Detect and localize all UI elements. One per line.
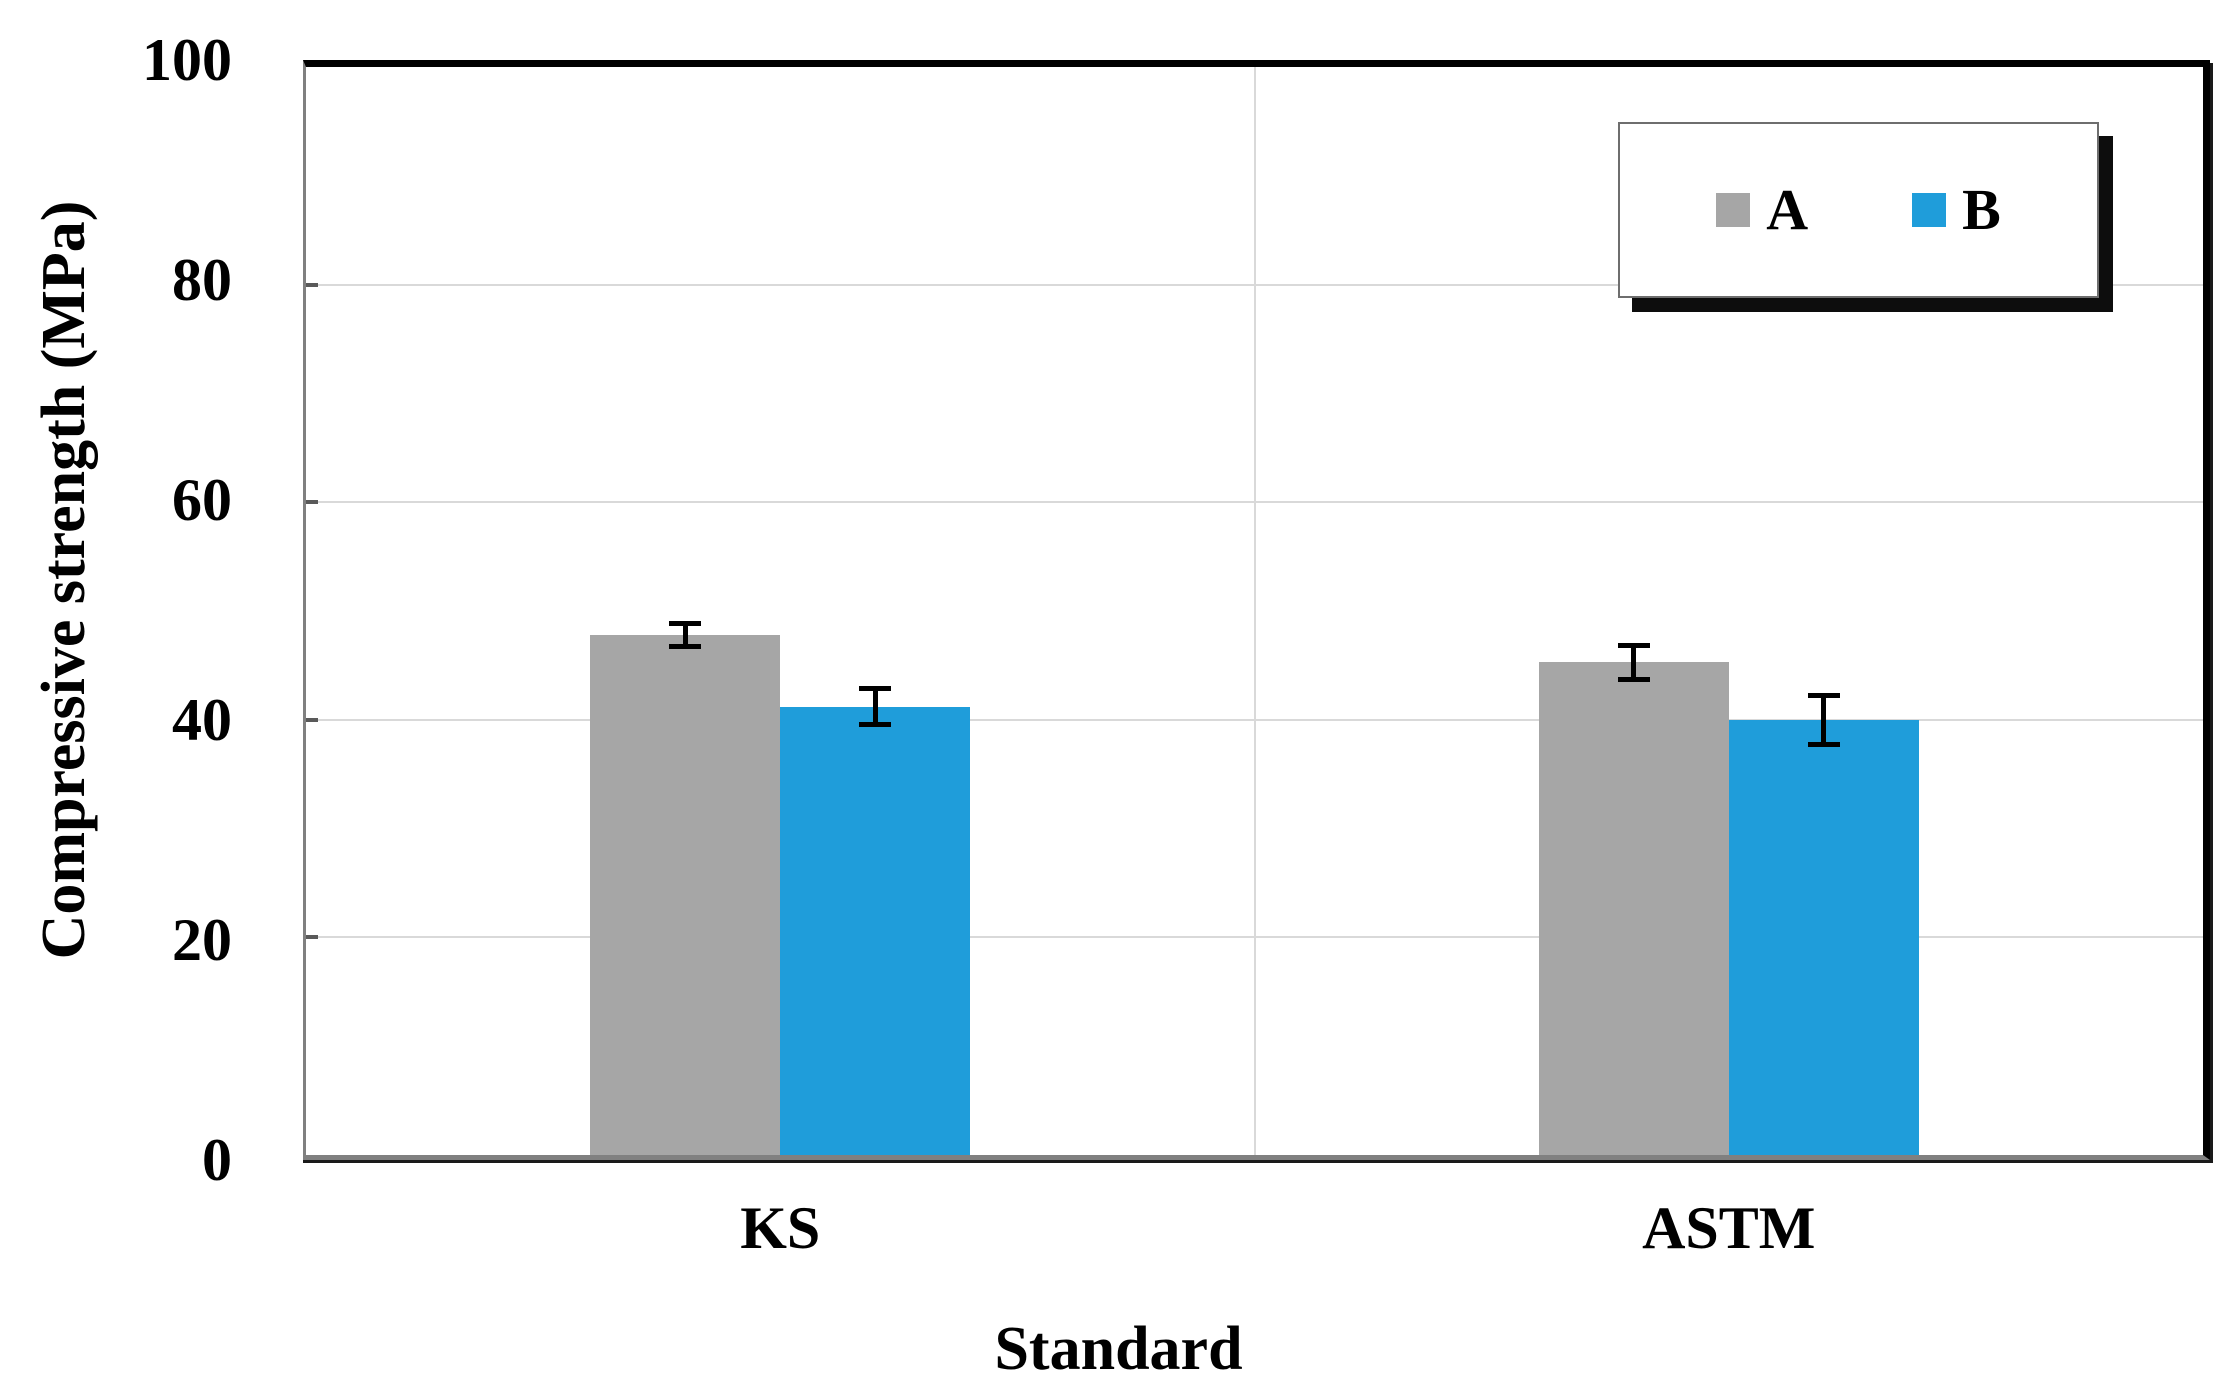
y-axis-tick-mark (306, 500, 318, 505)
legend-swatch-icon (1716, 193, 1751, 227)
error-bar-cap-bottom (1807, 741, 1840, 747)
y-axis-tick-mark (306, 935, 318, 940)
y-tick-label-20: 20 (172, 907, 232, 973)
error-bar-A-ASTM (1617, 642, 1650, 682)
gridline-vertical (1253, 67, 1256, 1155)
y-tick-label-80: 80 (172, 247, 232, 313)
error-bar-cap-top (1807, 692, 1840, 698)
bar-B-KS (780, 706, 971, 1155)
legend-item-b: B (1912, 180, 2001, 240)
error-bar-stem (1631, 642, 1637, 682)
y-tick-label-60: 60 (172, 467, 232, 533)
y-tick-label-0: 0 (202, 1127, 232, 1193)
bar-A-KS (590, 634, 781, 1155)
error-bar-cap-top (859, 686, 892, 692)
y-tick-label-100: 100 (142, 27, 232, 93)
x-category-label-astm: ASTM (1642, 1195, 1816, 1261)
plot-inner (306, 67, 2203, 1155)
error-bar-cap-bottom (1617, 676, 1650, 682)
error-bar-A-KS (669, 620, 702, 650)
error-bar-B-ASTM (1807, 692, 1840, 747)
x-axis-title: Standard (994, 1315, 1243, 1383)
legend-label: A (1766, 177, 1809, 242)
error-bar-cap-bottom (669, 644, 702, 650)
error-bar-stem (682, 620, 688, 650)
y-axis-tick-mark (306, 717, 318, 722)
error-bar-cap-bottom (859, 722, 892, 728)
bar-B-ASTM (1728, 719, 1919, 1155)
error-bar-stem (872, 686, 878, 728)
bar-A-ASTM (1538, 662, 1729, 1155)
y-axis-tick-mark (306, 282, 318, 287)
y-tick-label-40: 40 (172, 687, 232, 753)
error-bar-stem (1821, 692, 1827, 747)
y-axis-title: Compressive strength (MPa) (30, 200, 98, 960)
x-category-label-ks: KS (740, 1195, 821, 1261)
error-bar-cap-top (1617, 642, 1650, 648)
error-bar-cap-top (669, 620, 702, 626)
legend-label: B (1962, 177, 2001, 242)
error-bar-B-KS (859, 686, 892, 728)
legend-item-a: A (1716, 180, 1808, 240)
legend-swatch-icon (1912, 193, 1947, 227)
